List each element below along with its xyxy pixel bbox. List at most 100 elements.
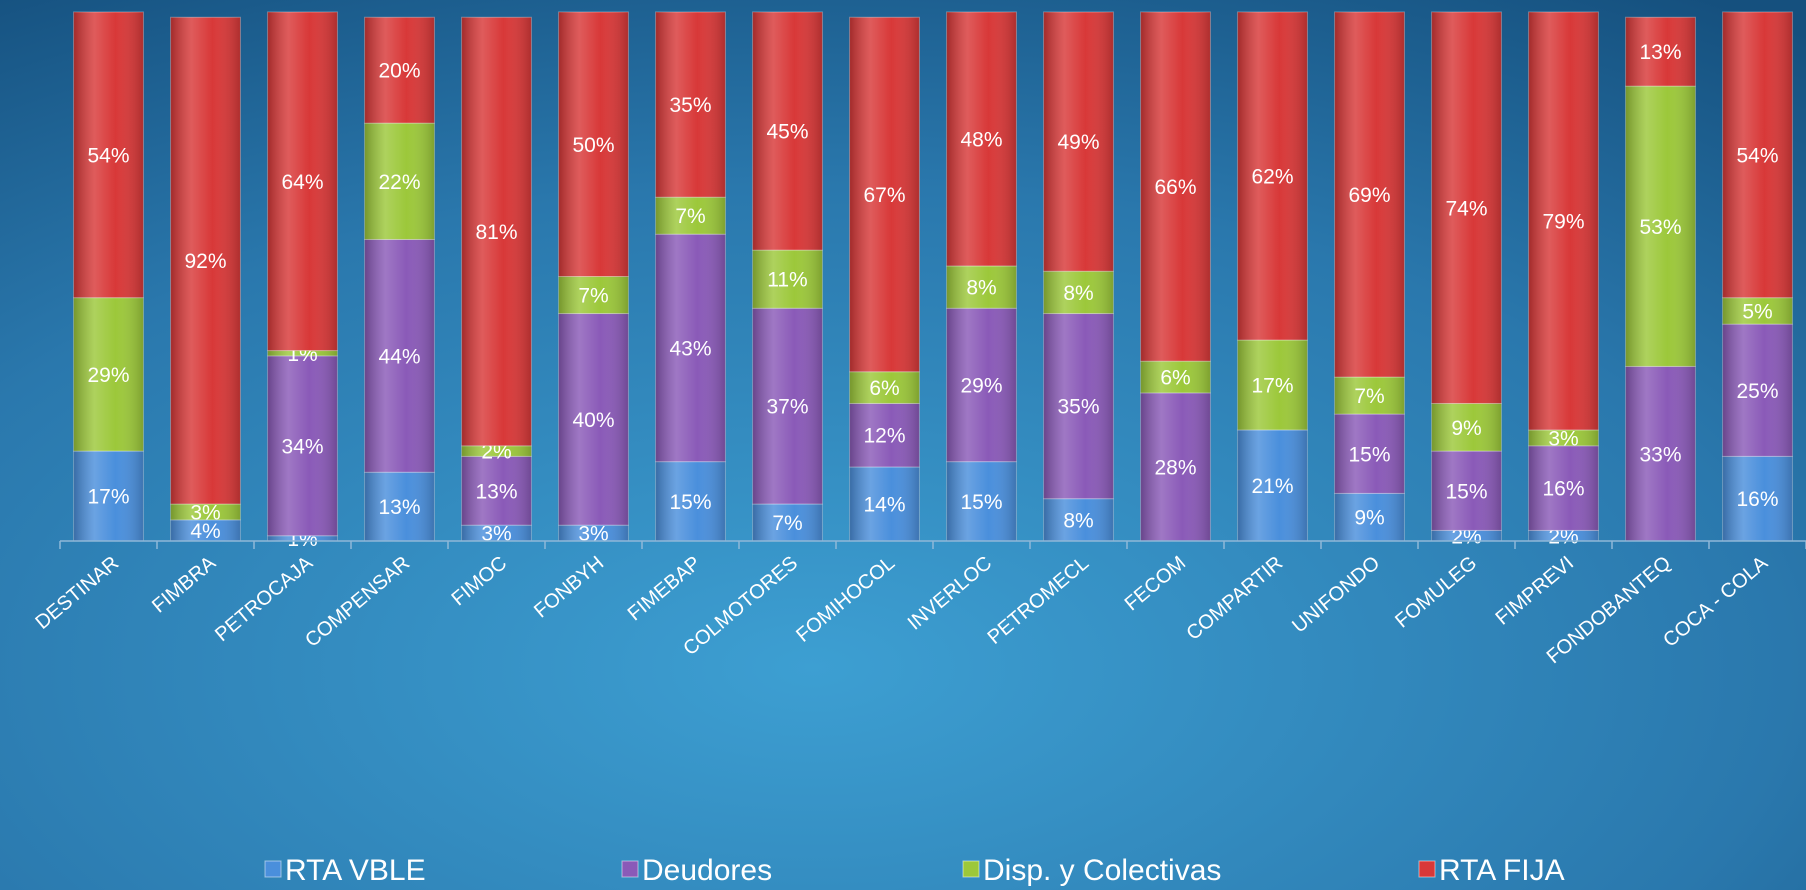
value-label: 37% xyxy=(766,396,808,419)
legend-swatch xyxy=(264,860,282,878)
value-label: 34% xyxy=(281,435,323,458)
bar-shine xyxy=(170,519,241,541)
value-label: 2% xyxy=(1548,525,1578,548)
value-label: 28% xyxy=(1154,456,1196,479)
value-label: 54% xyxy=(1736,144,1778,167)
bar-shine xyxy=(1334,377,1405,415)
bar-shine xyxy=(946,461,1017,541)
bar-shine xyxy=(461,525,532,541)
legend-swatch xyxy=(1418,860,1436,878)
value-label: 74% xyxy=(1445,197,1487,220)
value-label: 7% xyxy=(1354,385,1384,408)
value-label: 7% xyxy=(578,285,608,308)
bar-shine xyxy=(1043,12,1114,272)
bar-shine xyxy=(655,12,726,198)
value-label: 15% xyxy=(1445,480,1487,503)
bar-shine xyxy=(1043,271,1114,314)
bar-shine xyxy=(1237,429,1308,541)
value-label: 6% xyxy=(869,377,899,400)
bar-shine xyxy=(1334,414,1405,494)
legend-label: RTA FIJA xyxy=(1439,854,1565,887)
value-label: 8% xyxy=(1063,509,1093,532)
value-label: 21% xyxy=(1251,475,1293,498)
value-label: 2% xyxy=(1451,525,1481,548)
value-label: 53% xyxy=(1639,216,1681,239)
value-label: 45% xyxy=(766,121,808,144)
value-label: 12% xyxy=(863,425,905,448)
bar-shine xyxy=(461,445,532,457)
legend-swatch xyxy=(621,860,639,878)
bar-shine xyxy=(752,250,823,309)
bar-shine xyxy=(1140,12,1211,362)
value-label: 25% xyxy=(1736,380,1778,403)
bar-shine xyxy=(267,535,338,541)
legend-label: RTA VBLE xyxy=(285,854,426,887)
value-label: 17% xyxy=(1251,374,1293,397)
bar-shine xyxy=(1334,493,1405,541)
legend-label: Deudores xyxy=(642,854,772,887)
bar-shine xyxy=(1528,530,1599,541)
bar-shine xyxy=(849,403,920,467)
value-label: 13% xyxy=(378,496,420,519)
bar-shine xyxy=(1431,12,1502,404)
value-label: 16% xyxy=(1542,478,1584,501)
value-label: 79% xyxy=(1542,211,1584,234)
value-label: 29% xyxy=(87,364,129,387)
bar-shine xyxy=(364,239,435,473)
bar-shine xyxy=(73,451,144,541)
value-label: 11% xyxy=(767,269,807,292)
bar-shine xyxy=(1528,445,1599,531)
bar-shine xyxy=(946,12,1017,266)
bar-shine xyxy=(1237,12,1308,340)
bar-shine xyxy=(170,503,241,520)
value-label: 13% xyxy=(1639,41,1681,64)
bar-shine xyxy=(752,308,823,504)
value-label: 14% xyxy=(863,494,905,517)
value-label: 16% xyxy=(1736,488,1778,511)
value-label: 35% xyxy=(1057,396,1099,419)
value-label: 67% xyxy=(863,184,905,207)
bar-shine xyxy=(1625,366,1696,541)
value-label: 3% xyxy=(1548,427,1578,450)
value-label: 3% xyxy=(481,523,511,546)
bar-shine xyxy=(461,17,532,446)
bar-shine xyxy=(1722,297,1793,325)
bar-shine xyxy=(364,472,435,541)
bar-shine xyxy=(1334,12,1405,378)
value-label: 29% xyxy=(960,374,1002,397)
value-label: 9% xyxy=(1354,507,1384,530)
bar-shine xyxy=(267,12,338,351)
bar-shine xyxy=(1237,339,1308,430)
bar-shine xyxy=(170,17,241,504)
bar-shine xyxy=(1431,451,1502,531)
legend-swatch xyxy=(962,860,980,878)
value-label: 15% xyxy=(960,491,1002,514)
value-label: 22% xyxy=(378,171,420,194)
value-label: 9% xyxy=(1451,417,1481,440)
bar-shine xyxy=(946,265,1017,309)
bar-shine xyxy=(849,371,920,404)
bar-shine xyxy=(849,17,920,372)
value-label: 81% xyxy=(475,221,517,244)
bar-shine xyxy=(655,234,726,462)
value-label: 33% xyxy=(1639,443,1681,466)
bar-shine xyxy=(558,276,629,314)
value-label: 13% xyxy=(475,480,517,503)
value-label: 8% xyxy=(1063,282,1093,305)
value-label: 66% xyxy=(1154,176,1196,199)
value-label: 44% xyxy=(378,345,420,368)
bar-shine xyxy=(1043,498,1114,541)
value-label: 92% xyxy=(184,250,226,273)
bar-shine xyxy=(946,308,1017,462)
legend-label: Disp. y Colectivas xyxy=(983,854,1221,887)
bar-shine xyxy=(752,503,823,541)
bar-shine xyxy=(558,525,629,541)
value-label: 43% xyxy=(669,337,711,360)
bar-shine xyxy=(1722,456,1793,541)
value-label: 35% xyxy=(669,94,711,117)
value-label: 62% xyxy=(1251,166,1293,189)
value-label: 69% xyxy=(1348,184,1390,207)
bar-shine xyxy=(1043,313,1114,499)
bar-shine xyxy=(1722,324,1793,457)
